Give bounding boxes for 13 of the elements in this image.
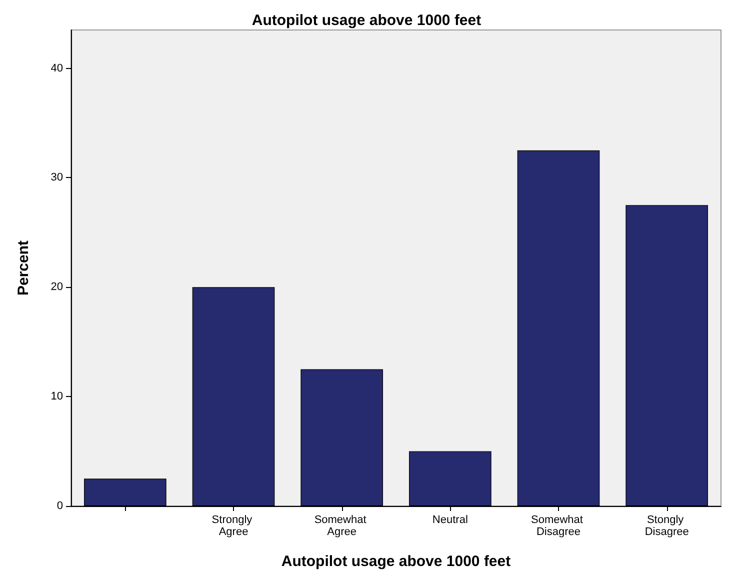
y-axis-title: Percent bbox=[15, 240, 32, 296]
x-tick-label: Stongly Disagree bbox=[644, 514, 689, 538]
x-tick-label: Somewhat Disagree bbox=[530, 514, 586, 538]
y-tick-label: 0 bbox=[56, 500, 63, 512]
chart-title: Autopilot usage above 1000 feet bbox=[252, 12, 482, 29]
x-tick-label: Somewhat Agree bbox=[314, 514, 370, 538]
y-tick-label: 30 bbox=[50, 172, 63, 184]
y-tick-label: 20 bbox=[50, 281, 63, 294]
x-tick-label: Neutral bbox=[432, 514, 468, 526]
y-tick-label: 40 bbox=[50, 62, 63, 74]
x-tick-label: Strongly Agree bbox=[212, 514, 256, 538]
y-tick-label: 10 bbox=[50, 390, 63, 403]
x-axis-title: Autopilot usage above 1000 feet bbox=[281, 553, 511, 570]
